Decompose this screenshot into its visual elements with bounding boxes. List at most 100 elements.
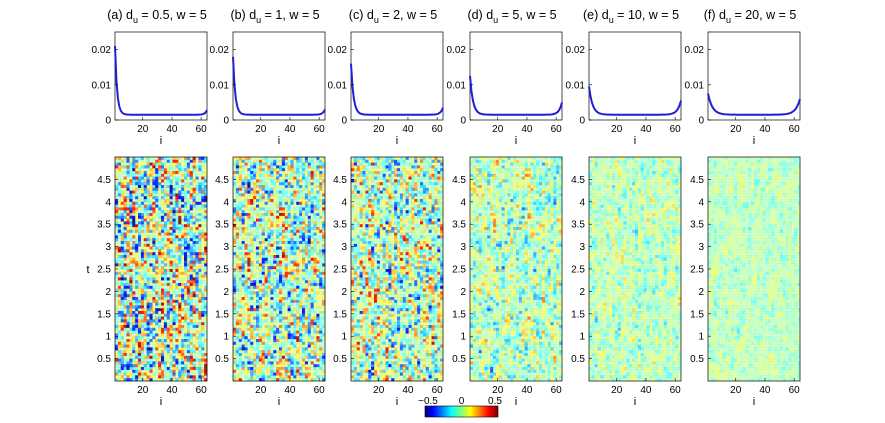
heatmap-cell bbox=[146, 165, 150, 169]
heatmap-cell bbox=[189, 277, 193, 281]
heatmap-cell bbox=[302, 260, 306, 264]
heatmap-cell bbox=[258, 218, 263, 222]
heatmap-cell bbox=[310, 224, 314, 228]
heatmap-cell bbox=[166, 271, 170, 275]
heatmap-cell bbox=[155, 173, 159, 177]
heatmap-cell bbox=[313, 330, 317, 334]
heatmap-cell bbox=[204, 204, 208, 208]
heatmap-cell bbox=[135, 372, 139, 376]
heatmap-cell bbox=[241, 187, 245, 191]
heatmap-cell bbox=[132, 288, 136, 292]
heatmap-cell bbox=[316, 280, 320, 284]
heatmap-cell bbox=[204, 215, 208, 219]
heatmap-cell bbox=[166, 361, 170, 365]
heatmap-cell bbox=[313, 196, 317, 200]
heatmap-cell bbox=[135, 288, 139, 292]
heatmap-cell bbox=[233, 224, 237, 228]
heatmap-cell bbox=[166, 207, 170, 211]
heatmap-cell bbox=[161, 347, 165, 351]
heatmap-cell bbox=[258, 204, 263, 208]
heatmap-cell bbox=[192, 215, 196, 219]
heatmap-cell bbox=[287, 285, 291, 289]
heatmap-cell bbox=[304, 213, 309, 217]
heatmap-cell bbox=[281, 187, 286, 191]
heatmap-cell bbox=[161, 179, 165, 183]
heatmap-cell bbox=[304, 260, 309, 264]
heatmap-cell bbox=[299, 319, 303, 323]
heatmap-cell bbox=[135, 285, 139, 289]
heatmap-cell bbox=[304, 249, 309, 253]
heatmap-cell bbox=[267, 173, 271, 177]
heatmap-cell bbox=[152, 299, 156, 303]
heatmap-cell bbox=[166, 305, 170, 309]
heatmap-cell bbox=[198, 277, 202, 281]
heatmap-cell bbox=[117, 257, 122, 261]
heatmap-cell bbox=[264, 165, 268, 169]
heatmap-cell bbox=[235, 299, 240, 303]
heatmap-cell bbox=[178, 218, 182, 222]
heatmap-cell bbox=[247, 313, 251, 317]
heatmap-cell bbox=[316, 162, 320, 166]
heatmap-cell bbox=[250, 210, 254, 214]
heatmap-cell bbox=[313, 269, 317, 273]
heatmap-cell bbox=[189, 288, 193, 292]
heatmap-cell bbox=[161, 201, 165, 205]
heatmap-cell bbox=[290, 232, 294, 236]
heatmap-cell bbox=[244, 207, 248, 211]
heatmap-cell bbox=[310, 294, 314, 298]
heatmap-cell bbox=[181, 207, 185, 211]
heatmap-cell bbox=[244, 308, 248, 312]
heatmap-cell bbox=[284, 238, 288, 242]
heatmap-cell bbox=[235, 341, 240, 345]
heatmap-cell bbox=[178, 294, 182, 298]
heatmap-cell bbox=[117, 196, 122, 200]
heatmap-cell bbox=[253, 193, 257, 197]
heatmap-cell bbox=[123, 243, 127, 247]
heatmap-cell bbox=[267, 196, 271, 200]
heatmap-cell bbox=[293, 283, 297, 287]
heatmap-cell bbox=[184, 257, 188, 261]
heatmap-cell bbox=[146, 291, 150, 295]
heatmap-cell bbox=[172, 229, 176, 233]
heatmap-cell bbox=[244, 238, 248, 242]
heatmap-cell bbox=[120, 229, 124, 233]
heatmap-cell bbox=[258, 235, 263, 239]
heatmap-cell bbox=[135, 193, 139, 197]
heatmap-cell bbox=[284, 294, 288, 298]
heatmap-cell bbox=[201, 201, 205, 205]
heatmap-cell bbox=[201, 187, 205, 191]
heatmap-cell bbox=[293, 305, 297, 309]
heatmap-cell bbox=[117, 260, 122, 264]
heatmap-cell bbox=[313, 294, 317, 298]
heatmap-cell bbox=[140, 165, 145, 169]
heatmap-cell bbox=[195, 171, 199, 175]
heatmap-cell bbox=[163, 339, 168, 343]
heatmap-cell bbox=[267, 369, 271, 373]
heatmap-cell bbox=[201, 238, 205, 242]
heatmap-cell bbox=[155, 341, 159, 345]
heatmap-cell bbox=[155, 361, 159, 365]
heatmap-cell bbox=[267, 257, 271, 261]
heatmap-cell bbox=[253, 185, 257, 189]
heatmap-cell bbox=[198, 330, 202, 334]
heatmap-cell bbox=[155, 235, 159, 239]
heatmap-cell bbox=[244, 210, 248, 214]
heatmap-cell bbox=[138, 294, 142, 298]
heatmap-cell bbox=[307, 263, 311, 267]
heatmap-cell bbox=[304, 173, 309, 177]
heatmap-cell bbox=[253, 171, 257, 175]
heatmap-cell bbox=[189, 201, 193, 205]
heatmap-cell bbox=[273, 375, 277, 379]
heatmap-cell bbox=[175, 241, 179, 245]
heatmap-cell bbox=[123, 241, 127, 245]
heatmap-cell bbox=[195, 201, 199, 205]
heatmap-cell bbox=[184, 288, 188, 292]
heatmap-cell bbox=[238, 257, 242, 261]
heatmap-cell bbox=[149, 182, 153, 186]
heatmap-cell bbox=[138, 246, 142, 250]
heatmap-cell bbox=[316, 213, 320, 217]
heatmap-cell bbox=[256, 341, 260, 345]
heatmap-cell bbox=[163, 190, 168, 194]
heatmap-cell bbox=[310, 302, 314, 306]
heatmap-cell bbox=[273, 341, 277, 345]
